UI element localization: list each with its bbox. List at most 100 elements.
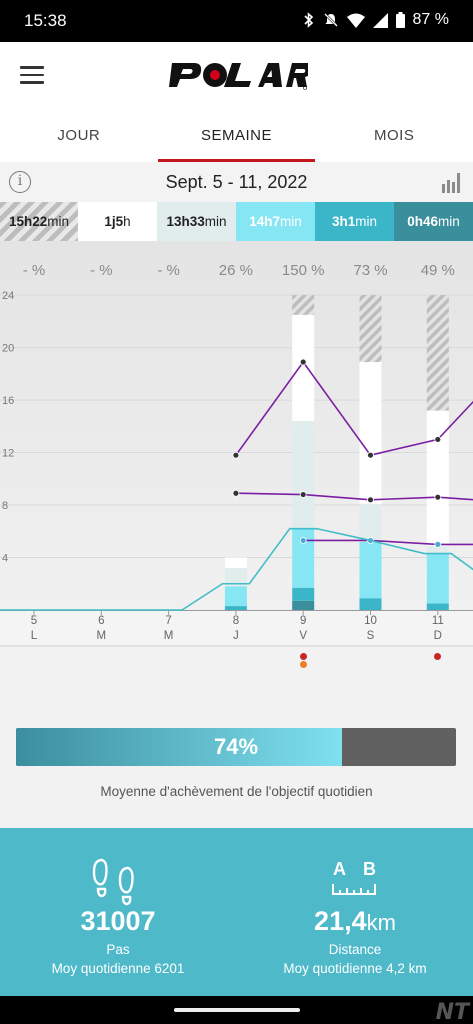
system-nav-bar: NT bbox=[0, 996, 473, 1024]
menu-icon[interactable] bbox=[20, 66, 44, 84]
y-tick-label: 24 bbox=[2, 290, 14, 302]
bar-segment bbox=[426, 545, 449, 554]
bluetooth-icon bbox=[303, 12, 313, 28]
distance-icon-letter-b: B bbox=[363, 859, 376, 879]
bar-segment bbox=[359, 503, 382, 542]
goal-section: 74% Moyenne d'achèvement de l'objectif q… bbox=[0, 647, 473, 828]
percent-label: 26 % bbox=[219, 262, 253, 279]
x-axis-area bbox=[0, 611, 473, 647]
x-tick-day-number: 9 bbox=[300, 615, 306, 627]
series-point bbox=[434, 436, 442, 443]
duration-high[interactable]: 3h1min bbox=[315, 202, 394, 241]
bar-segment bbox=[426, 410, 449, 546]
day-marker-dot bbox=[434, 653, 442, 660]
duration-very-high[interactable]: 0h46min bbox=[394, 202, 473, 241]
duration-sitting[interactable]: 1j5h bbox=[78, 202, 157, 241]
status-icons: 87 % bbox=[303, 11, 449, 29]
tab-mois[interactable]: MOIS bbox=[374, 127, 415, 144]
bar-segment bbox=[292, 314, 315, 422]
bar-segment bbox=[359, 295, 382, 363]
status-time: 15:38 bbox=[24, 11, 67, 30]
date-row: i Sept. 5 - 11, 2022 bbox=[0, 162, 473, 202]
y-tick-label: 4 bbox=[2, 553, 8, 565]
battery-icon bbox=[395, 12, 405, 28]
steps-label: Pas bbox=[106, 942, 130, 957]
series-point bbox=[367, 496, 374, 504]
percent-label: 73 % bbox=[353, 262, 387, 279]
x-tick-day-letter: V bbox=[299, 630, 307, 642]
series-point bbox=[434, 540, 442, 548]
duration-sleep[interactable]: 15h22min bbox=[0, 202, 78, 241]
y-tick-label: 16 bbox=[2, 395, 14, 407]
percent-label: 150 % bbox=[282, 262, 325, 279]
distance-icon-letter-a: A bbox=[333, 859, 346, 879]
x-tick-day-number: 11 bbox=[432, 615, 444, 627]
series-point bbox=[299, 491, 307, 498]
duration-low[interactable]: 13h33min bbox=[157, 202, 236, 241]
bar-segment bbox=[359, 541, 382, 599]
home-gesture-handle[interactable] bbox=[174, 1008, 300, 1012]
battery-text: 87 % bbox=[412, 11, 449, 28]
status-bar: 15:38 87 % bbox=[0, 0, 473, 42]
info-icon[interactable]: i bbox=[9, 171, 31, 193]
date-range[interactable]: Sept. 5 - 11, 2022 bbox=[165, 172, 308, 192]
distance-icon: A B bbox=[332, 859, 376, 895]
steps-average: Moy quotidienne 6201 bbox=[51, 961, 185, 976]
goal-caption: Moyenne d'achèvement de l'objectif quoti… bbox=[100, 784, 373, 799]
series-point bbox=[367, 451, 374, 459]
goal-progress-bar: 74% bbox=[16, 728, 456, 766]
bar-segment bbox=[359, 598, 382, 610]
bar-segment bbox=[292, 600, 315, 610]
series-point bbox=[232, 451, 240, 459]
bar-segment bbox=[292, 295, 315, 315]
x-tick-day-letter: M bbox=[164, 630, 174, 642]
tab-jour[interactable]: JOUR bbox=[57, 127, 101, 144]
series-line-2 bbox=[303, 539, 473, 546]
bar-segment bbox=[426, 295, 449, 411]
wifi-icon bbox=[346, 13, 365, 28]
bar-segment bbox=[359, 362, 382, 504]
steps-value: 31007 bbox=[80, 906, 156, 936]
percent-label: - % bbox=[90, 262, 113, 279]
x-tick-day-number: 5 bbox=[31, 615, 37, 627]
percent-label: - % bbox=[157, 262, 180, 279]
x-tick-day-number: 10 bbox=[364, 615, 377, 627]
duration-medium[interactable]: 14h7min bbox=[236, 202, 315, 241]
bar-segment bbox=[224, 586, 247, 607]
day-marker-dot bbox=[299, 661, 307, 668]
distance-stat[interactable]: A B 21,4km Distance Moy quotidienne 4,2 … bbox=[237, 828, 473, 996]
x-tick-day-letter: L bbox=[31, 630, 38, 642]
bar-segment bbox=[292, 528, 315, 588]
bar-segment bbox=[426, 603, 449, 610]
distance-value: 21,4km bbox=[314, 906, 396, 936]
bar-chart-icon[interactable] bbox=[441, 170, 463, 194]
period-tabs: JOUR SEMAINE MOIS bbox=[0, 108, 473, 162]
distance-average: Moy quotidienne 4,2 km bbox=[283, 961, 427, 976]
x-tick-day-letter: S bbox=[367, 630, 375, 642]
series-point bbox=[434, 493, 442, 501]
goal-progress-fill bbox=[16, 728, 342, 766]
stats-panel: 31007 Pas Moy quotidienne 6201 A B 21,4k… bbox=[0, 828, 473, 996]
goal-percent: 74% bbox=[213, 734, 259, 759]
distance-label: Distance bbox=[328, 942, 382, 957]
bar-segment bbox=[292, 421, 315, 529]
weekly-activity-chart[interactable]: - % - % - % 26 % 150 % 73 % 49 % 24 20 16 12 8 4 5 L 6 M… bbox=[0, 241, 473, 647]
steps-stat[interactable]: 31007 Pas Moy quotidienne 6201 bbox=[0, 828, 236, 996]
activity-duration-strip: 15h22min 1j5h 13h33min 14h7min 3h1min 0h… bbox=[0, 202, 473, 241]
series-point bbox=[232, 489, 240, 497]
day-marker-dot bbox=[299, 653, 307, 660]
x-tick-day-number: 8 bbox=[233, 615, 239, 627]
polar-logo bbox=[169, 63, 308, 90]
y-tick-label: 20 bbox=[2, 343, 14, 355]
bar-segment bbox=[224, 568, 247, 587]
y-tick-label: 12 bbox=[2, 448, 14, 460]
footsteps-icon bbox=[92, 858, 134, 906]
y-tick-label: 8 bbox=[2, 500, 8, 512]
watermark-logo: NT bbox=[435, 1000, 469, 1024]
tab-semaine[interactable]: SEMAINE bbox=[157, 108, 316, 162]
x-tick-day-number: 6 bbox=[98, 615, 104, 627]
signal-icon bbox=[372, 12, 388, 28]
bar-segment bbox=[224, 557, 247, 569]
x-tick-day-number: 7 bbox=[165, 615, 171, 627]
series-line-3 bbox=[0, 527, 473, 611]
